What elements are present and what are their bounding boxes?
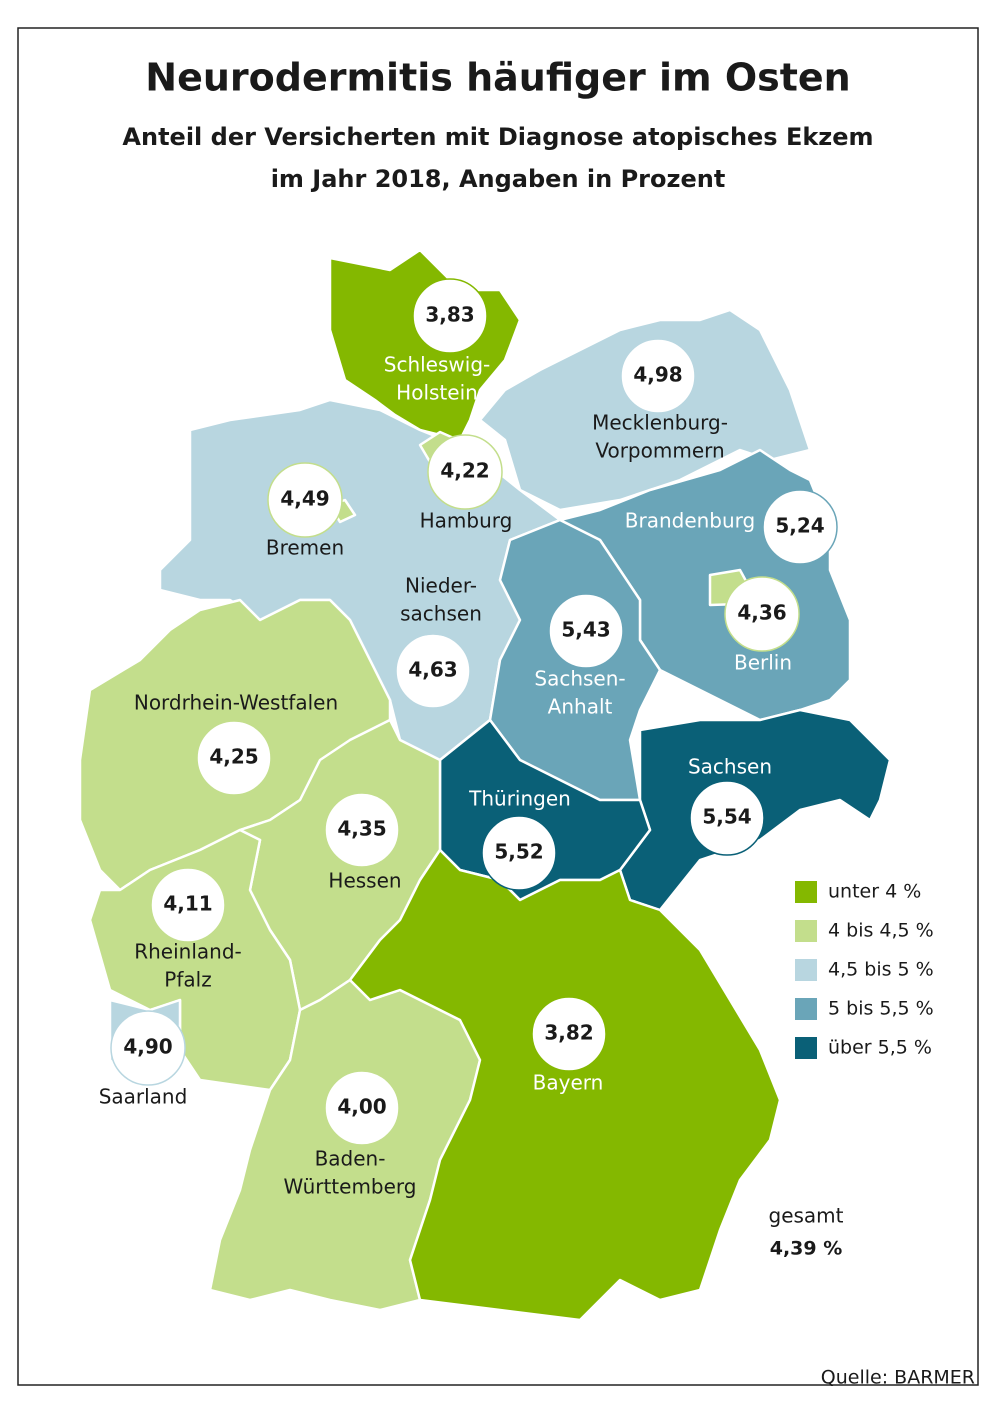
subtitle-line: Anteil der Versicherten mit Diagnose ato… [122, 123, 873, 151]
region-value: 4,63 [408, 658, 457, 682]
region-name: Saarland [99, 1085, 188, 1109]
legend-label: 4 bis 4,5 % [828, 920, 934, 942]
value-badge [412, 278, 488, 354]
region-value: 4,98 [633, 363, 682, 387]
subtitle-line: im Jahr 2018, Angaben in Prozent [271, 165, 726, 193]
legend-label: 4,5 bis 5 % [828, 959, 934, 981]
value-badge [724, 576, 800, 652]
region-name: Holstein [396, 381, 478, 405]
title: Neurodermitis häufiger im Osten [145, 56, 850, 100]
legend-swatch [795, 1037, 817, 1059]
value-badge [150, 867, 226, 943]
legend-swatch [795, 920, 817, 942]
region-name: Pfalz [164, 968, 211, 992]
region-value: 4,11 [163, 892, 212, 916]
value-badge [110, 1010, 186, 1086]
region-value: 3,82 [544, 1021, 593, 1045]
region-name: Rheinland- [134, 940, 242, 964]
value-badge [481, 815, 557, 891]
frame [17, 27, 979, 1386]
region-value: 4,36 [737, 601, 786, 625]
region-name: Vorpommern [595, 439, 724, 463]
region-value: 4,49 [280, 487, 329, 511]
region-name: Hamburg [420, 509, 513, 533]
value-badge [620, 338, 696, 414]
value-badge [427, 434, 503, 510]
legend-swatch [795, 959, 817, 981]
region-name: Württemberg [284, 1175, 417, 1199]
value-badge [548, 593, 624, 669]
region-name: Bremen [266, 536, 344, 560]
region-name: sachsen [400, 602, 482, 626]
value-badge [267, 462, 343, 538]
legend-label: unter 4 % [828, 881, 921, 903]
region-name: Hessen [328, 869, 401, 893]
region-name: Nordrhein-Westfalen [134, 691, 338, 715]
legend-label: über 5,5 % [828, 1037, 932, 1059]
legend-swatch [795, 881, 817, 903]
region-name: Bayern [533, 1071, 604, 1095]
region-value: 3,83 [425, 303, 474, 327]
region-value: 5,54 [702, 805, 751, 829]
map [78, 248, 892, 1322]
region-labels: 3,83 Schleswig- Holstein 4,98 Mecklenburg- Vo… [99, 278, 838, 1199]
region-name: Anhalt [548, 695, 613, 719]
region-name: Mecklenburg- [592, 411, 728, 435]
region-value: 4,90 [123, 1035, 172, 1059]
region-shape [348, 848, 782, 1322]
region-name: Thüringen [468, 787, 571, 811]
legend-swatch [795, 998, 817, 1020]
region-value: 5,24 [775, 514, 824, 538]
value-badge [324, 792, 400, 868]
region-value: 4,25 [209, 745, 258, 769]
value-badge [689, 780, 765, 856]
value-badge [395, 633, 471, 709]
legend: unter 4 % 4 bis 4,5 % 4,5 bis 5 % 5 bis 5,5… [795, 881, 934, 1059]
value-badge [196, 720, 272, 796]
region-name: Baden- [315, 1147, 386, 1171]
region-name: Sachsen [688, 755, 772, 779]
legend-label: 5 bis 5,5 % [828, 998, 934, 1020]
total-value: 4,39 % [770, 1238, 843, 1260]
region-value: 5,43 [561, 618, 610, 642]
region-value: 4,35 [337, 817, 386, 841]
region-name: Schleswig- [384, 353, 490, 377]
value-badge [324, 1070, 400, 1146]
region-name: Berlin [734, 651, 792, 675]
region-value: 4,22 [440, 459, 489, 483]
region-name: Nieder- [405, 574, 477, 598]
source: Quelle: BARMER [821, 1367, 975, 1389]
region-name: Sachsen- [534, 667, 625, 691]
value-badge [531, 996, 607, 1072]
region-value: 5,52 [494, 840, 543, 864]
region-value: 4,00 [337, 1095, 386, 1119]
value-badge [762, 489, 838, 565]
region-name: Brandenburg [625, 509, 756, 533]
total-label: gesamt [769, 1204, 844, 1228]
